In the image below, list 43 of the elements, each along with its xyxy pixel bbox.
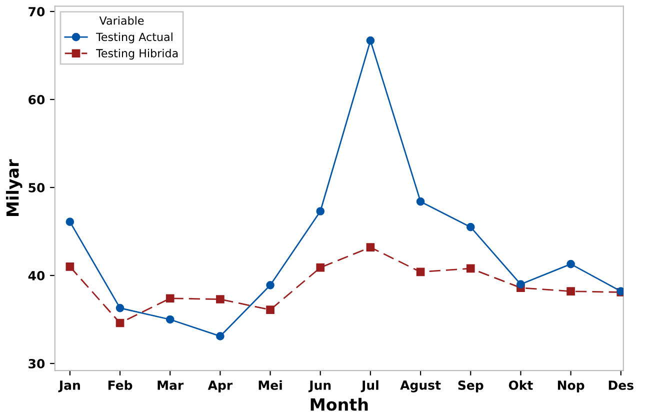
point: [566, 260, 575, 268]
y-tick-label: 40: [28, 270, 45, 280]
point: [366, 36, 375, 45]
x-axis-title: Month: [310, 398, 368, 411]
x-tick-label: Jun: [308, 380, 331, 392]
point: [66, 262, 74, 271]
point: [416, 268, 425, 276]
legend-title: Variable: [99, 16, 144, 25]
x-tick-label: Mar: [158, 380, 184, 390]
x-tick-label: Des: [608, 380, 634, 390]
point: [516, 280, 525, 288]
point: [316, 207, 325, 216]
y-tick-label: 70: [28, 6, 45, 16]
point: [166, 315, 174, 324]
point: [116, 304, 124, 312]
point: [316, 263, 325, 272]
point: [566, 287, 575, 296]
x-tick-label: Okt: [508, 380, 533, 390]
legend-label: Testing Actual: [96, 32, 172, 44]
y-tick-label: 50: [28, 182, 45, 192]
x-tick-label: Apr: [208, 380, 233, 392]
point: [216, 332, 224, 340]
point: [116, 318, 124, 328]
x-tick-label: Mei: [258, 380, 282, 390]
x-tick-label: Feb: [108, 380, 132, 390]
point: [66, 218, 74, 226]
point: [466, 264, 475, 273]
point: [166, 294, 174, 303]
x-tick-label: Nop: [558, 380, 584, 392]
x-tick-label: Sep: [458, 380, 484, 392]
x-tick-label: Agust: [400, 380, 441, 392]
point: [366, 243, 375, 252]
x-tick-label: Jul: [360, 380, 378, 392]
legend-label: Testing Hibrida: [96, 48, 178, 60]
point: [416, 197, 425, 206]
point: [466, 222, 475, 232]
y-axis-title: Milyar: [6, 159, 22, 216]
point: [216, 295, 224, 304]
x-tick-label: Jan: [58, 380, 80, 392]
y-tick-label: 60: [28, 94, 45, 104]
y-tick-label: 30: [28, 358, 45, 368]
point: [266, 281, 274, 290]
point: [266, 306, 274, 314]
